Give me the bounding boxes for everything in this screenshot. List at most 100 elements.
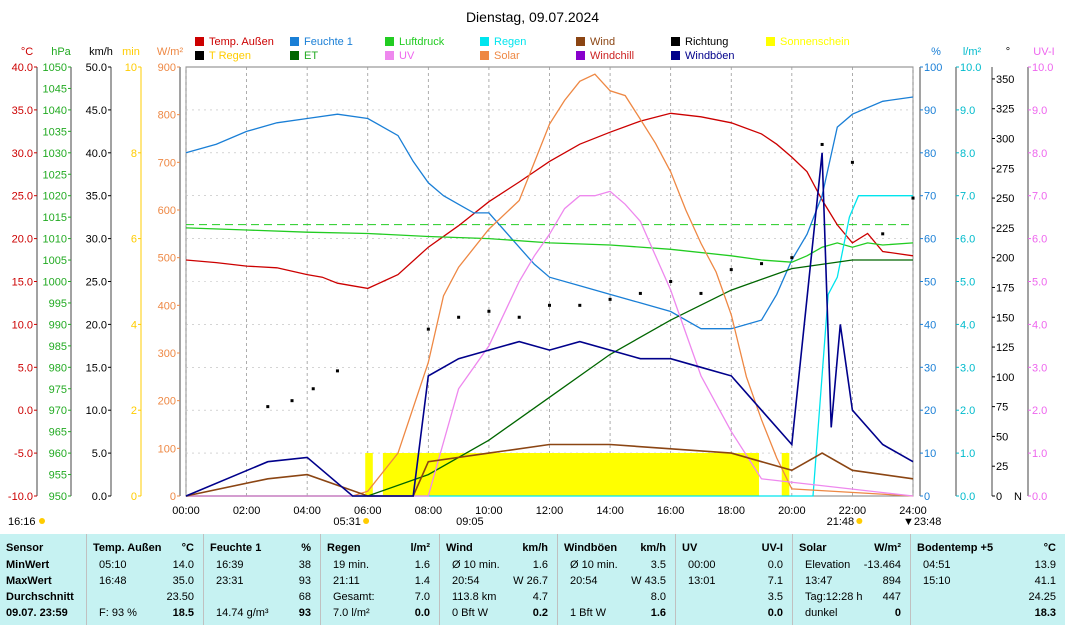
y-tick-label: 1000: [43, 277, 67, 289]
legend-swatch: [385, 37, 394, 46]
summary-cell-label: 23:31: [216, 575, 244, 587]
y-tick-label: 9.0: [960, 105, 975, 117]
y-tick-label: 20.0: [12, 234, 33, 246]
summary-section-unit: %: [301, 542, 311, 554]
y-tick-label: 25.0: [12, 191, 33, 203]
y-tick-label: 5.0: [1032, 277, 1047, 289]
y-tick-label: 40.0: [86, 148, 107, 160]
summary-cell-label: 16:39: [216, 559, 244, 571]
summary-cell-label: 19 min.: [333, 559, 370, 571]
legend-label: Temp. Außen: [209, 36, 274, 48]
series-feuchte-1: [185, 96, 914, 330]
y-tick-label: 6.0: [1032, 234, 1047, 246]
y-tick-label: 80: [924, 148, 936, 160]
y-tick-label: 1040: [43, 105, 67, 117]
x-tick-label: 14:00: [596, 505, 624, 517]
direction-point: [578, 303, 582, 307]
y-tick-label: 1015: [43, 212, 67, 224]
direction-point: [760, 262, 764, 266]
y-tick-label: 995: [49, 298, 67, 310]
summary-section-unit: °C: [181, 542, 194, 554]
sun-marker-label: 05:31: [333, 516, 361, 528]
summary-cell-value: W 26.7: [513, 575, 548, 587]
y-axis-bottom-label: N: [1014, 491, 1022, 503]
direction-point: [638, 291, 642, 295]
y-tick-label: 0: [924, 491, 930, 503]
summary-section: Windböen km/h Ø 10 min. 3.5 20:54 W 43.5 8.0 1 …: [557, 534, 676, 625]
y-tick-label: 8: [131, 148, 137, 160]
direction-point: [487, 309, 491, 313]
y-tick-label: 200: [996, 253, 1014, 265]
summary-section-title: Temp. Außen: [93, 542, 162, 554]
legend-label: UV: [399, 50, 415, 62]
y-tick-label: 10: [125, 62, 137, 74]
summary-cell-value: 23.50: [166, 591, 194, 603]
x-tick-label: 00:00: [172, 505, 200, 517]
y-tick-label: 6.0: [960, 234, 975, 246]
y-tick-label: 25: [996, 461, 1008, 473]
summary-section-title: Windböen: [564, 542, 618, 554]
y-tick-label: 960: [49, 448, 67, 460]
y-axis-unit: %: [931, 46, 941, 58]
marker-label: 16:16: [8, 516, 36, 528]
summary-cell-value: 0.0: [767, 559, 783, 571]
series-luftdruck: [185, 227, 914, 263]
y-axis-left: °C 40.0 35.0 30.0 25.0 20.0 15.0 10.0 5.0 0.0 -5.0…: [8, 46, 38, 503]
marker-label: 09:05: [456, 516, 484, 528]
summary-section: Regen l/m² 19 min. 1.6 21:11 1.4 Gesamt: 7.0 7.0…: [320, 534, 440, 625]
summary-cell-value: 68: [298, 591, 311, 603]
summary-cell-value: 8.0: [650, 591, 666, 603]
legend-swatch: [766, 37, 775, 46]
summary-cell-label: Ø 10 min.: [452, 559, 500, 571]
summary-cell-value: 4.7: [532, 591, 548, 603]
y-tick-label: 955: [49, 470, 67, 482]
y-tick-label: 2.0: [1032, 405, 1047, 417]
y-tick-label: 35.0: [86, 191, 107, 203]
summary-cell-label: F: 93 %: [99, 607, 137, 619]
summary-section-title: Solar: [799, 542, 827, 554]
y-axis-left: W/m² 900 800 700 600 500 400 300 200 100 0: [157, 46, 184, 503]
summary-cell-value: 24.25: [1028, 591, 1056, 603]
x-tick-label: 04:00: [293, 505, 321, 517]
y-tick-label: 1020: [43, 191, 67, 203]
legend-swatch: [576, 37, 585, 46]
series-line: [186, 195, 913, 497]
legend-swatch: [671, 51, 680, 60]
y-tick-label: 45.0: [86, 105, 107, 117]
y-tick-label: 2.0: [960, 405, 975, 417]
series-line: [185, 443, 914, 497]
y-axis-unit: UV-I: [1033, 46, 1054, 58]
direction-point: [729, 268, 733, 272]
y-tick-label: 600: [158, 205, 176, 217]
y-tick-label: 8.0: [1032, 148, 1047, 160]
y-tick-label: -5.0: [14, 448, 33, 460]
legend-swatch: [385, 51, 394, 60]
y-tick-label: 1.0: [960, 448, 975, 460]
summary-cell-value: 0.0: [767, 607, 783, 619]
series-line: [185, 96, 914, 330]
summary-cell-label: Ø 10 min.: [570, 559, 618, 571]
legend-label: Luftdruck: [399, 36, 445, 48]
y-tick-label: 300: [996, 134, 1014, 146]
summary-section: Solar W/m² Elevation -13.464 13:47 894 Tag:12:…: [792, 534, 911, 625]
y-tick-label: 900: [158, 62, 176, 74]
legend-label: Wind: [590, 36, 616, 48]
bottom-markers: 05:31 21:48 16:16 09:05 ▼23:48: [8, 516, 941, 528]
summary-cell-value: W 43.5: [631, 575, 666, 587]
summary-cell-value: 18.3: [1034, 607, 1056, 619]
series-et: [186, 259, 913, 497]
legend-swatch: [290, 37, 299, 46]
legend-item: T Regen: [195, 50, 251, 62]
direction-point: [457, 315, 461, 319]
summary-section-unit: UV-I: [761, 542, 783, 554]
summary-section-title: UV: [682, 542, 698, 554]
y-tick-label: 950: [49, 491, 67, 503]
y-tick-label: 325: [996, 104, 1014, 116]
y-tick-label: 35.0: [12, 105, 33, 117]
summary-cell-label: 20:54: [570, 575, 598, 587]
direction-point: [911, 196, 915, 200]
legend-swatch: [480, 51, 489, 60]
summary-cell-label: 13:01: [688, 575, 716, 587]
chart-title: Dienstag, 09.07.2024: [465, 9, 600, 25]
legend-label: Richtung: [685, 36, 729, 48]
